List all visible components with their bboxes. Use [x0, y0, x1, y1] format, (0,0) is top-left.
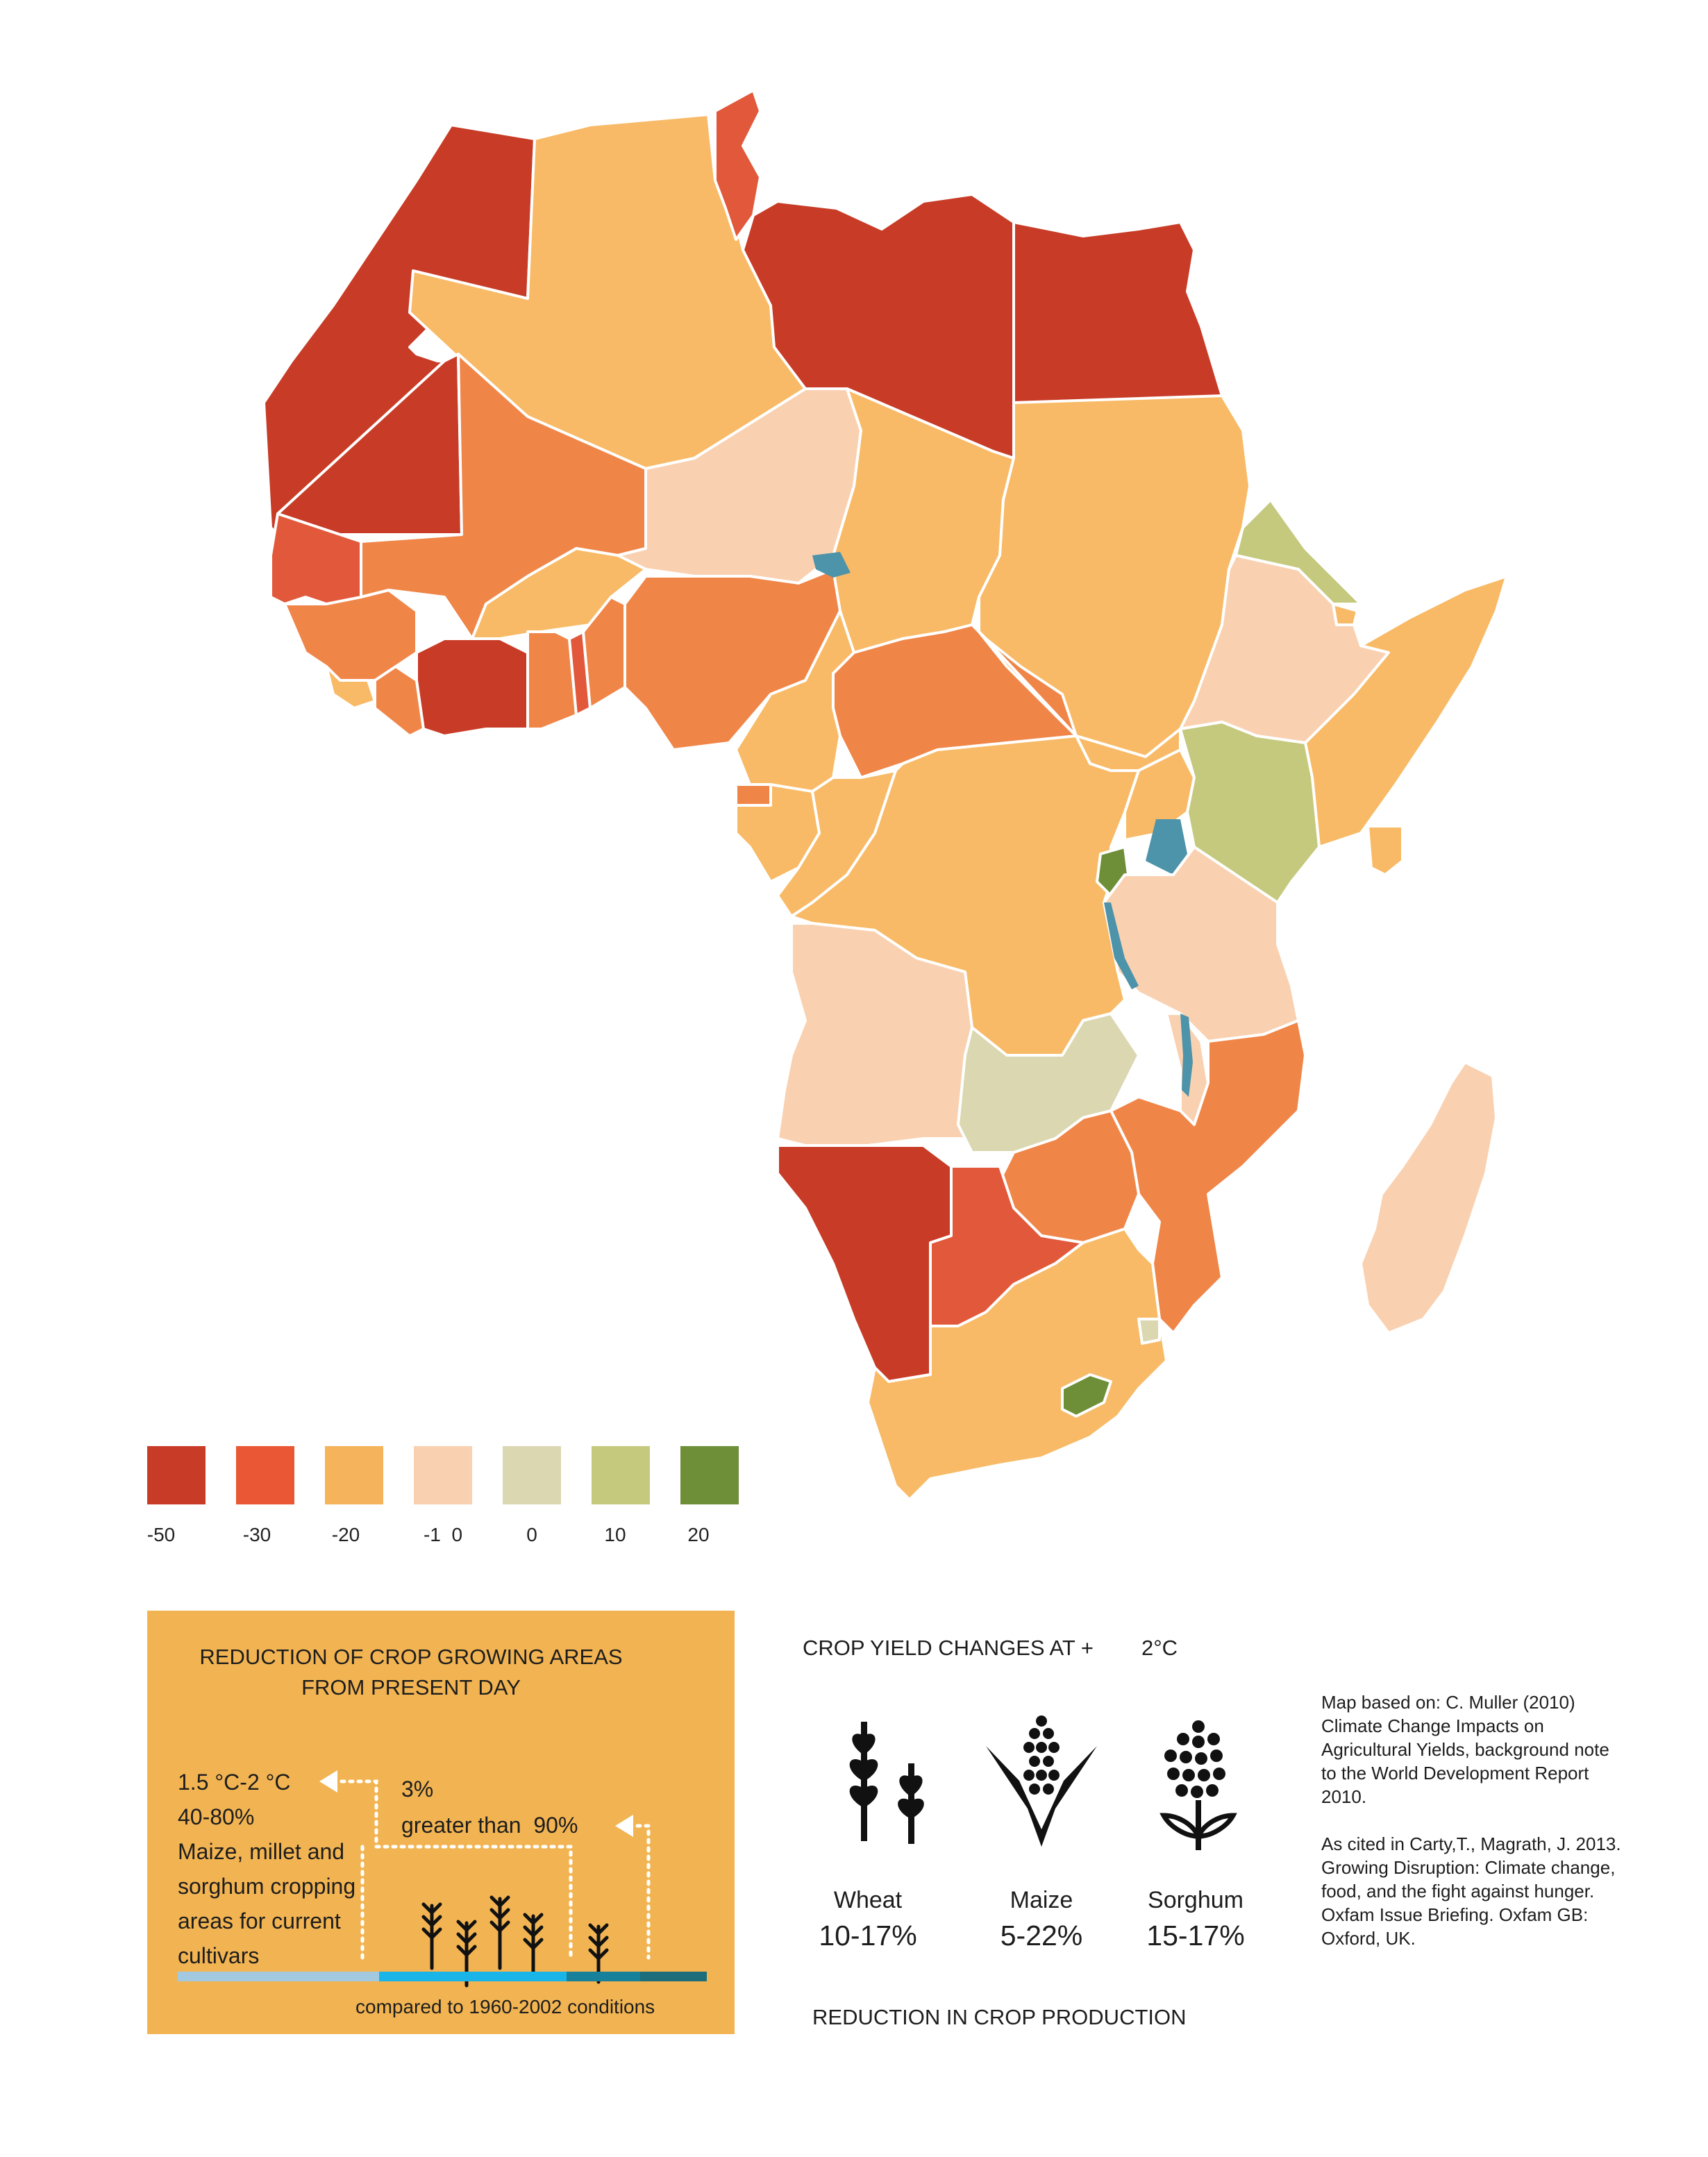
scenario2-desc: greater than 90% — [401, 1813, 578, 1838]
crop-name-sorghum: Sorghum — [1148, 1887, 1244, 1913]
region-madagascar — [1359, 1061, 1498, 1334]
scenario1-desc-4: cultivars — [178, 1943, 260, 1968]
timeline-bar — [178, 1972, 707, 1981]
scenario1-pct: 40-80% — [178, 1804, 255, 1829]
region-south-africa — [866, 1227, 1168, 1500]
crop-name-maize: Maize — [1010, 1887, 1073, 1913]
crop-areas-panel: REDUCTION OF CROP GROWING AREAS FROM PRE… — [147, 1611, 735, 2034]
region-kenya — [1179, 721, 1321, 904]
crop-areas-title-line1: REDUCTION OF CROP GROWING AREAS — [199, 1645, 623, 1669]
region-egypt — [1012, 221, 1223, 404]
arrow-left-icon — [319, 1770, 337, 1793]
region-angola — [776, 922, 973, 1147]
lake-victoria — [1146, 819, 1187, 875]
legend-swatch-1 — [147, 1446, 206, 1504]
comparison-footnote: compared to 1960-2002 conditions — [355, 1996, 655, 2017]
scenario1-desc-3: areas for current — [178, 1908, 341, 1933]
crop-name-wheat: Wheat — [833, 1887, 903, 1913]
legend-label-2: -30 — [242, 1524, 271, 1545]
legend-label-4: -1 0 — [423, 1524, 463, 1545]
timeline-segment-1 — [178, 1972, 379, 1981]
legend-swatch-7 — [680, 1446, 739, 1504]
lake-malawi — [1180, 1014, 1193, 1097]
timeline-segment-4 — [640, 1972, 707, 1981]
region-swaziland — [1137, 1318, 1161, 1345]
region-ivory-coast — [415, 637, 529, 737]
wheat-icons-small — [421, 1895, 609, 1988]
lake-chad — [812, 552, 851, 578]
region-guinea — [283, 589, 418, 682]
sorghum-icon — [1159, 1720, 1237, 1850]
scenario2-temp: 3% — [401, 1777, 434, 1802]
wheat-icon — [849, 1722, 924, 1844]
crop-areas-title-line2: FROM PRESENT DAY — [301, 1675, 521, 1699]
scenario1-desc-2: sorghum cropping — [178, 1874, 356, 1899]
legend-swatch-4 — [414, 1446, 472, 1504]
scenario1-temp: 1.5 °C-2 °C — [178, 1770, 291, 1795]
source-paragraph-1: Map based on: C. Muller (2010) Climate C… — [1321, 1692, 1609, 1807]
arrow-left-icon — [615, 1815, 633, 1837]
crop-yield-title-temp: 2°C — [1141, 1636, 1178, 1660]
legend-swatch-5 — [503, 1446, 561, 1504]
lake-tanganyika — [1104, 903, 1139, 989]
crop-pct-wheat: 10-17% — [819, 1920, 917, 1952]
crop-pct-maize: 5-22% — [1000, 1920, 1083, 1952]
region-senegal — [269, 512, 362, 605]
region-tunisia — [714, 89, 762, 241]
source-paragraph-2: As cited in Carty,T., Magrath, J. 2013. … — [1321, 1833, 1621, 1949]
scenario1-desc-1: Maize, millet and — [178, 1839, 345, 1864]
crop-yield-title: CROP YIELD CHANGES AT + — [803, 1636, 1094, 1660]
dotted-connectors — [340, 1779, 651, 1960]
region-mozambique — [1110, 1019, 1307, 1334]
timeline-segment-2 — [379, 1972, 567, 1981]
legend-label-5: 0 — [526, 1524, 537, 1545]
africa-map — [262, 89, 1508, 1500]
timeline-segment-3 — [567, 1972, 640, 1981]
legend-label-7: 20 — [687, 1524, 710, 1545]
maize-icon — [986, 1715, 1097, 1847]
legend-swatch-2 — [236, 1446, 294, 1504]
region-eq-guinea — [735, 783, 772, 807]
region-island-east — [1366, 825, 1404, 876]
legend-label-3: -20 — [331, 1524, 360, 1545]
legend-label-1: -50 — [146, 1524, 176, 1545]
source-citation: Map based on: C. Muller (2010) Climate C… — [1321, 1690, 1627, 1974]
region-somalia — [1304, 575, 1508, 848]
legend-swatch-6 — [592, 1446, 650, 1504]
region-ghana — [526, 630, 578, 730]
crop-pct-sorghum: 15-17% — [1146, 1920, 1245, 1952]
region-drc — [790, 735, 1140, 1057]
region-lesotho — [1061, 1373, 1112, 1418]
legend-label-6: 10 — [604, 1524, 626, 1545]
region-namibia — [776, 1144, 953, 1383]
crop-production-footer: REDUCTION IN CROP PRODUCTION — [812, 2005, 1187, 2029]
legend-swatch-3 — [325, 1446, 383, 1504]
